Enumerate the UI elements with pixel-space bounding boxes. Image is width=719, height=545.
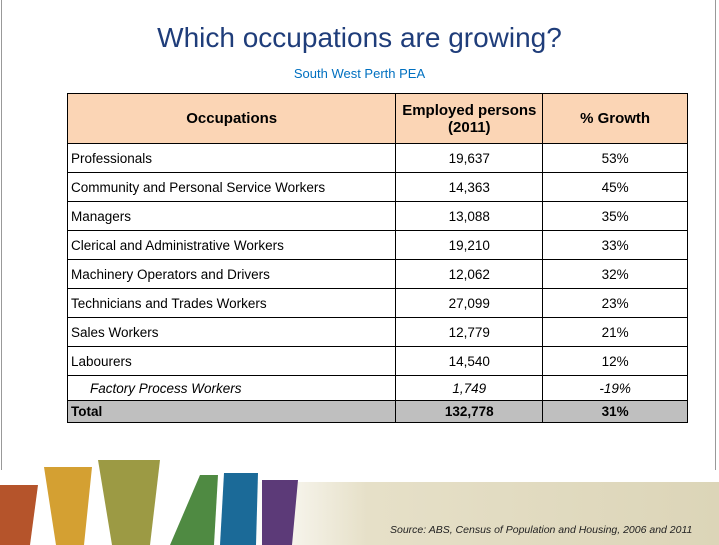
table: Occupations Employed persons (2011)% Grow… (66, 93, 688, 423)
footer-band (250, 482, 719, 545)
row: Factory Process Workers 1,749 -19% (66, 375, 688, 401)
cell: Technicians and Trades Workers (66, 288, 397, 318)
header-cell: Occupations (66, 93, 397, 144)
cell: Community and Personal Service Workers (66, 172, 397, 202)
cell: 32% (542, 259, 688, 289)
subtitle: South West Perth PEA (293, 66, 426, 81)
cell: Sales Workers (66, 317, 397, 347)
source: Source: ABS, Census of Population and Ho… (390, 524, 693, 536)
cell: 14,540 (395, 346, 544, 376)
cell: 35% (542, 201, 688, 231)
cell: -19% (542, 375, 688, 401)
title: Which occupations are growing? (157, 22, 562, 53)
header-row: Occupations Employed persons (2011)% Grow… (66, 93, 688, 144)
row: Professionals 19,637 53% (66, 143, 688, 173)
slide-border (1, 0, 716, 470)
cell: 33% (542, 230, 688, 260)
cell: 23% (542, 288, 688, 318)
row: Sales Workers 12,779 21% (66, 317, 688, 347)
cell: Labourers (66, 346, 397, 376)
cell: Factory Process Workers (66, 375, 397, 401)
decor-shape (44, 467, 92, 545)
decor (0, 460, 298, 545)
cell: Managers (66, 201, 397, 231)
row: Community and Personal Service Workers 14… (66, 172, 688, 202)
cell: 12,779 (395, 317, 544, 347)
decor-shape (0, 485, 38, 545)
cell: 14,363 (395, 172, 544, 202)
cell: 53% (542, 143, 688, 173)
total-cell: Total (66, 400, 397, 423)
total-row: Total 132,778 31% (66, 400, 688, 423)
cell: 19,210 (395, 230, 544, 260)
cell: Clerical and Administrative Workers (66, 230, 397, 260)
header-cell: % Growth (542, 93, 688, 144)
cell: 21% (542, 317, 688, 347)
row: Labourers 14,540 12% (66, 346, 688, 376)
cell: 12,062 (395, 259, 544, 289)
total-cell: 132,778 (395, 400, 544, 423)
cell: Professionals (66, 143, 397, 173)
decor-shape (220, 473, 258, 545)
cell: 27,099 (395, 288, 544, 318)
cell: 12% (542, 346, 688, 376)
row: Clerical and Administrative Workers 19,21… (66, 230, 688, 260)
total-cell: 31% (542, 400, 688, 423)
decor-shape (98, 460, 160, 545)
cell: 13,088 (395, 201, 544, 231)
decor-shape (170, 475, 218, 545)
row: Technicians and Trades Workers 27,099 23% (66, 288, 688, 318)
header-cell: Employed persons (2011) (395, 93, 544, 144)
cell: 45% (542, 172, 688, 202)
row: Machinery Operators and Drivers 12,062 32% (66, 259, 688, 289)
cell: 19,637 (395, 143, 544, 173)
row: Managers 13,088 35% (66, 201, 688, 231)
cell: 1,749 (395, 375, 544, 401)
cell: Machinery Operators and Drivers (66, 259, 397, 289)
decor-shape (262, 480, 298, 545)
